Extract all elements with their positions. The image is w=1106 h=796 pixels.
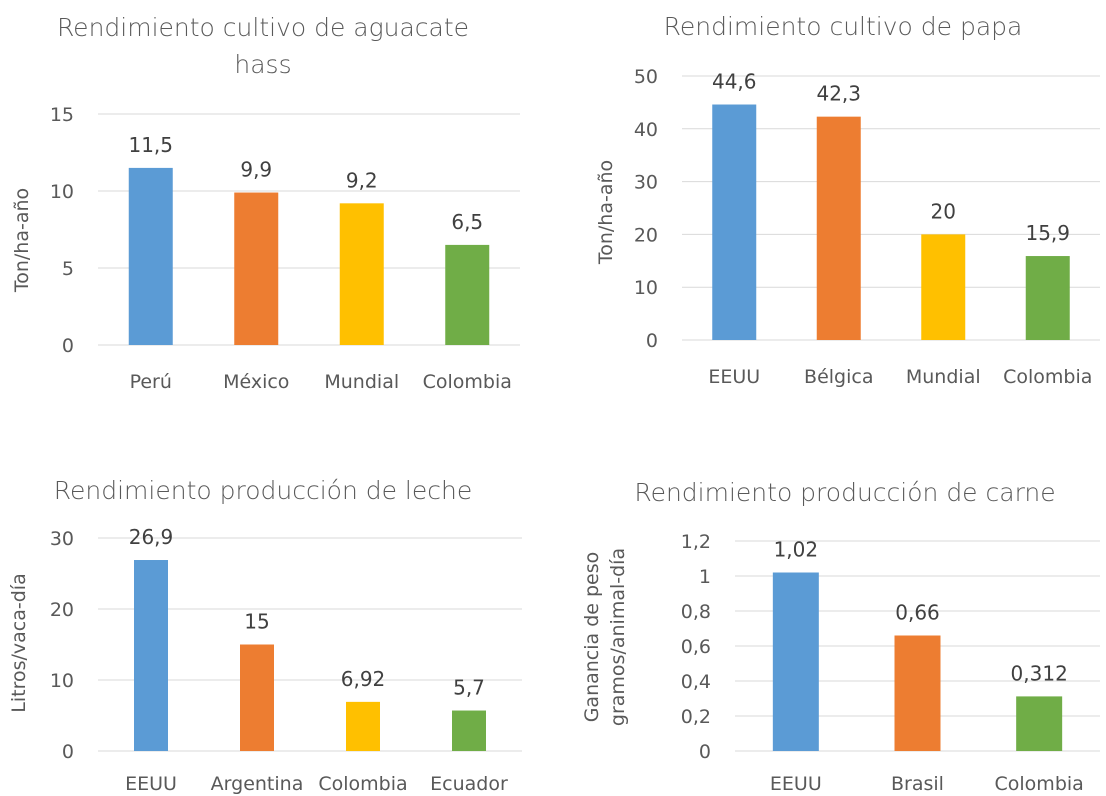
y-tick-label: 20 <box>634 224 658 246</box>
x-tick-label: EEUU <box>708 366 760 388</box>
data-label: 0,66 <box>895 601 940 625</box>
chart-title: Rendimiento cultivo de aguacate <box>57 13 469 42</box>
y-tick-label: 30 <box>634 172 658 194</box>
x-tick-label: Colombia <box>995 773 1084 795</box>
bar-3 <box>1025 256 1070 340</box>
y-tick-label: 0,8 <box>681 601 711 623</box>
data-label: 26,9 <box>129 525 174 549</box>
data-label: 1,02 <box>774 538 819 562</box>
x-tick-label: Argentina <box>211 773 304 795</box>
data-label: 15,9 <box>1025 221 1070 245</box>
data-label: 11,5 <box>128 133 173 157</box>
x-tick-label: Colombia <box>318 773 407 795</box>
y-tick-label: 10 <box>634 277 658 299</box>
y-axis-label: Litros/vaca-día <box>8 573 30 712</box>
y-tick-label: 0,2 <box>681 706 711 728</box>
chart-title: Rendimiento producción de carne <box>634 478 1055 507</box>
chart-title: hass <box>234 50 291 79</box>
bar-2 <box>921 234 966 340</box>
bar-2 <box>339 203 384 345</box>
x-tick-label: Colombia <box>423 371 512 393</box>
y-tick-label: 0 <box>62 741 74 763</box>
x-tick-label: Mundial <box>906 366 981 388</box>
data-label: 9,9 <box>240 158 272 182</box>
y-tick-label: 1,2 <box>681 531 711 553</box>
data-label: 0,312 <box>1011 661 1068 685</box>
data-label: 6,92 <box>341 667 386 691</box>
x-tick-label: Mundial <box>324 371 399 393</box>
bar-2 <box>1016 696 1063 751</box>
y-tick-label: 1 <box>699 566 711 588</box>
y-tick-label: 0 <box>699 741 711 763</box>
bar-1 <box>894 635 941 751</box>
x-tick-label: Bélgica <box>804 366 873 388</box>
y-tick-label: 50 <box>634 66 658 88</box>
y-axis-label: gramos/animal-día <box>607 548 629 726</box>
y-tick-label: 0,6 <box>681 636 711 658</box>
y-axis-label: Ton/ha-año <box>595 160 617 265</box>
y-tick-label: 30 <box>50 528 74 550</box>
x-tick-label: Perú <box>130 371 172 393</box>
y-tick-label: 15 <box>50 104 74 126</box>
chart-title: Rendimiento cultivo de papa <box>664 12 1023 41</box>
bar-3 <box>445 244 490 345</box>
data-label: 5,7 <box>453 676 485 700</box>
y-tick-label: 5 <box>62 258 74 280</box>
bar-0 <box>772 572 819 751</box>
data-label: 42,3 <box>816 82 861 106</box>
data-label: 44,6 <box>712 70 757 94</box>
x-tick-label: EEUU <box>125 773 177 795</box>
y-axis-label: Ton/ha-año <box>11 188 33 293</box>
y-axis-label: Ganancia de peso <box>581 552 603 723</box>
chart-2: Rendimiento cultivo de papa Ton/ha-año 0 10… <box>595 12 1100 388</box>
chart-3: Rendimiento producción de leche Litros/va… <box>8 476 522 795</box>
x-tick-label: EEUU <box>770 773 822 795</box>
bar-0 <box>712 104 757 341</box>
bar-0 <box>128 167 173 345</box>
bar-2 <box>346 701 380 751</box>
data-label: 6,5 <box>451 210 483 234</box>
x-tick-label: Ecuador <box>430 773 508 795</box>
bar-1 <box>234 192 279 345</box>
chart-title: Rendimiento producción de leche <box>54 476 472 505</box>
y-tick-label: 10 <box>50 181 74 203</box>
chart-4: Rendimiento producción de carne Ganancia … <box>581 478 1100 795</box>
bar-1 <box>240 644 274 751</box>
data-label: 20 <box>931 199 956 223</box>
y-tick-label: 40 <box>634 119 658 141</box>
y-tick-label: 20 <box>50 599 74 621</box>
bar-3 <box>452 710 486 751</box>
data-label: 9,2 <box>346 168 378 192</box>
y-tick-label: 0 <box>62 335 74 357</box>
x-tick-label: Colombia <box>1003 366 1092 388</box>
chart-1: Rendimiento cultivo de aguacate hass Ton/h… <box>11 13 520 393</box>
y-tick-label: 10 <box>50 670 74 692</box>
x-tick-label: México <box>223 371 289 393</box>
data-label: 15 <box>244 610 269 634</box>
y-tick-label: 0,4 <box>681 671 711 693</box>
bar-1 <box>816 116 861 340</box>
bar-0 <box>134 560 168 751</box>
y-tick-label: 0 <box>646 330 658 352</box>
x-tick-label: Brasil <box>891 773 944 795</box>
